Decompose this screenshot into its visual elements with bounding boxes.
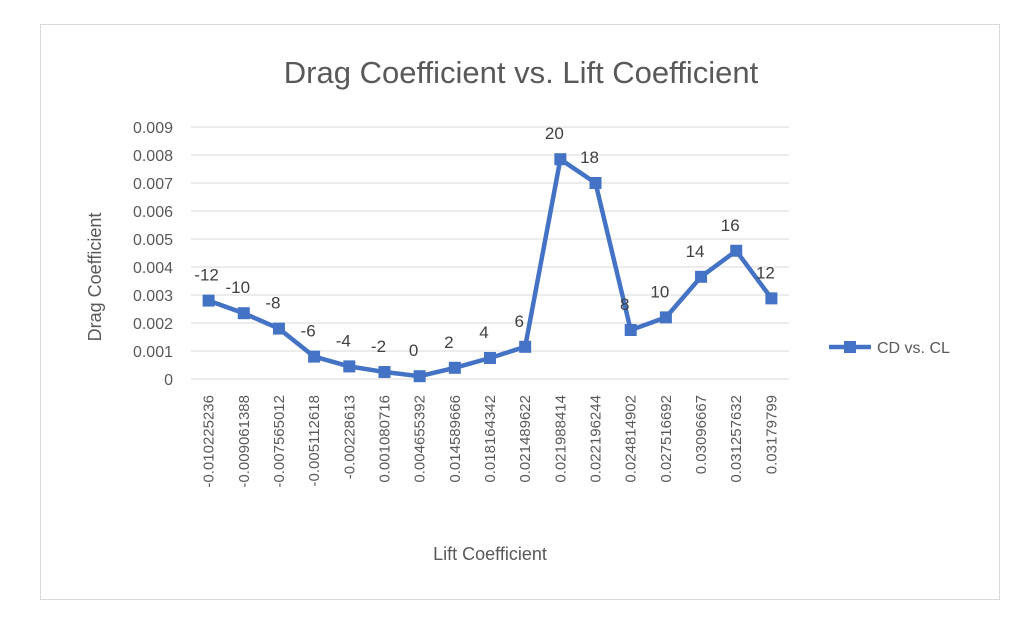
y-tick-label: 0.006 [133,204,173,221]
x-tick-label: 0.018164342 [482,395,499,483]
y-tick-label: 0 [164,372,173,389]
data-point [237,307,250,320]
data-labels: -12 -10 -8 -6 -4 -2 0 2 4 6 20 18 8 10 14 16 12 [194,124,775,360]
data-point [308,350,321,363]
data-point [484,352,496,364]
x-tick-label: 0.031257632 [728,395,745,483]
data-point [378,366,391,378]
data-point [343,360,356,373]
x-tick-label: 0.021489622 [517,395,534,483]
x-tick-label: 0.03179799 [763,395,780,474]
y-tick-label: 0.008 [133,148,173,165]
y-tick-label: 0.009 [133,120,173,137]
data-point [624,324,637,336]
data-point [695,270,708,283]
x-tick-label: 0.001080716 [376,395,393,483]
data-point [448,361,461,374]
data-point [519,340,532,353]
series-line-cd-vs-cl [207,156,774,379]
y-tick-label: 0.003 [133,288,173,305]
data-point [589,177,602,189]
x-tick-label: -0.010225236 [201,395,218,488]
y-tick-label: 0.007 [133,176,173,193]
data-label: 20 [545,124,564,143]
legend-label: CD vs. CL [877,340,950,357]
data-point [659,311,672,324]
data-label: 18 [580,148,599,167]
data-label: -10 [225,278,250,297]
data-label: -2 [371,337,386,356]
chart: Drag Coefficient vs. Lift Coefficient 00… [85,55,950,564]
legend: CD vs. CL [829,340,950,357]
x-axis-ticks: -0.010225236 -0.009061388 -0.007565012 -0.0… [201,395,781,488]
data-label: -12 [194,266,219,285]
x-tick-label: -0.007565012 [271,395,288,488]
y-tick-label: 0.002 [133,316,173,333]
data-point [730,244,743,257]
data-label: 4 [479,323,488,342]
data-label: -4 [336,331,351,350]
y-tick-label: 0.005 [133,232,173,249]
y-tick-label: 0.001 [133,344,173,361]
data-label: 8 [620,295,629,314]
data-point [272,322,285,335]
data-label: 0 [409,341,418,360]
data-label: 2 [444,333,453,352]
y-axis-ticks: 0 0.001 0.002 0.003 0.004 0.005 0.006 0.007 0.00… [133,120,173,389]
gridlines [191,126,789,380]
x-tick-label: 0.027516692 [658,395,675,483]
data-label: 14 [686,242,705,261]
data-label: 6 [514,312,523,331]
data-label: -6 [301,322,316,341]
data-point [202,294,215,307]
data-point [554,153,567,166]
x-tick-label: 0.021988414 [552,395,569,483]
data-point [413,370,426,383]
legend-marker [844,341,856,353]
x-tick-label: 0.004655392 [412,395,429,483]
x-axis-title: Lift Coefficient [433,544,547,564]
x-tick-label: 0.022196244 [588,395,605,483]
x-tick-label: 0.03096667 [693,395,710,474]
x-tick-label: 0.014589666 [447,395,464,483]
data-label: 12 [756,263,775,282]
data-point [765,292,778,305]
series-markers [202,153,778,383]
y-axis-title: Drag Coefficient [85,213,105,342]
x-tick-label: -0.009061388 [236,395,253,488]
x-tick-label: 0.024814902 [623,395,640,483]
chart-title: Drag Coefficient vs. Lift Coefficient [284,55,759,90]
data-label: -8 [265,294,280,313]
x-tick-label: -0.005112618 [306,395,323,486]
data-label: 16 [721,216,740,235]
x-tick-label: -0.00228613 [341,395,358,479]
y-tick-label: 0.004 [133,260,173,277]
data-label: 10 [650,282,669,301]
